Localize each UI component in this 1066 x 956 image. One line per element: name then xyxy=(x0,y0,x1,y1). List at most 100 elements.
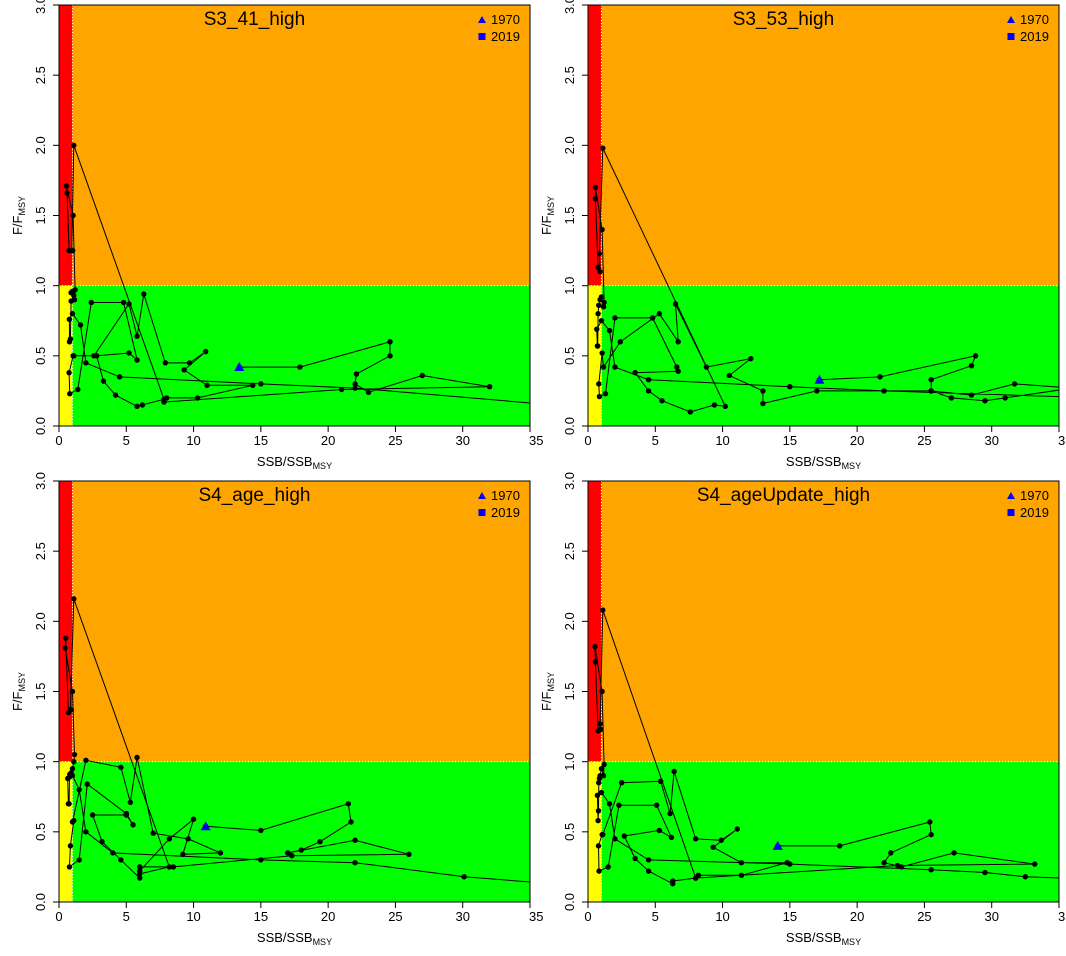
data-point xyxy=(894,862,901,869)
data-point xyxy=(612,364,618,370)
data-point xyxy=(596,775,603,782)
data-point xyxy=(972,353,979,359)
data-point xyxy=(69,311,76,317)
y-tick-label: 1.0 xyxy=(562,753,577,771)
x-tick-label: 0 xyxy=(584,909,591,924)
x-tick-label: 35 xyxy=(529,909,543,924)
data-point xyxy=(594,343,601,349)
data-point xyxy=(595,843,602,849)
chart-title: S4_age_high xyxy=(198,485,310,506)
y-tick-label: 0.0 xyxy=(33,417,48,435)
data-point xyxy=(674,364,680,370)
data-point xyxy=(599,688,605,695)
data-point xyxy=(486,384,493,390)
x-tick-label: 25 xyxy=(388,909,402,924)
data-point xyxy=(601,761,607,768)
data-point xyxy=(645,388,652,394)
x-tick-label: 35 xyxy=(1058,909,1066,924)
data-point xyxy=(66,864,73,870)
data-point xyxy=(387,339,393,345)
data-point xyxy=(298,847,304,853)
data-point xyxy=(1032,861,1038,867)
data-point xyxy=(69,773,76,779)
data-point xyxy=(71,758,77,765)
data-point xyxy=(70,353,76,359)
y-tick-label: 1.5 xyxy=(33,682,48,700)
y-axis-label: F/FMSY xyxy=(539,196,556,235)
data-point xyxy=(596,381,602,387)
data-point xyxy=(927,819,933,825)
data-point xyxy=(348,819,354,825)
x-tick-label: 15 xyxy=(254,909,268,924)
data-point xyxy=(1022,874,1029,880)
data-point xyxy=(66,316,73,323)
data-point xyxy=(137,864,143,870)
data-point xyxy=(116,374,123,380)
x-tick-label: 5 xyxy=(123,433,130,448)
data-point xyxy=(612,836,618,842)
data-point xyxy=(352,837,358,843)
trajectory xyxy=(63,142,530,410)
zone-overfished-overfishing xyxy=(59,481,73,762)
data-point xyxy=(760,388,766,394)
data-point xyxy=(461,874,467,880)
data-point xyxy=(365,389,372,396)
data-point xyxy=(186,360,193,366)
x-tick-label: 20 xyxy=(321,433,335,448)
data-point xyxy=(118,857,124,863)
y-tick-label: 0.0 xyxy=(562,893,577,911)
data-point xyxy=(258,827,264,834)
x-axis-label: SSB/SSBMSY xyxy=(786,930,861,947)
legend-square-icon xyxy=(478,509,486,516)
data-point xyxy=(596,868,602,874)
data-point xyxy=(83,360,89,366)
x-tick-label: 35 xyxy=(529,433,543,448)
data-point xyxy=(126,301,132,307)
data-point xyxy=(612,315,618,321)
y-tick-label: 3.0 xyxy=(33,0,48,14)
data-point xyxy=(748,355,754,362)
data-point xyxy=(180,851,186,857)
data-point xyxy=(77,322,84,328)
x-tick-label: 0 xyxy=(584,433,591,448)
zone-sustainable xyxy=(601,761,1059,902)
data-point xyxy=(592,659,599,665)
x-tick-label: 25 xyxy=(388,433,402,448)
data-point xyxy=(338,386,345,393)
data-point xyxy=(600,364,607,370)
chart-title: S3_41_high xyxy=(204,9,305,30)
data-point xyxy=(71,817,77,824)
data-point xyxy=(71,751,78,758)
data-point xyxy=(597,268,603,275)
chart-panel-2: S3_53_high 1970 2019 0 5 10 15 20 25 30 35 0.0 0.5 1.… xyxy=(539,0,1066,471)
data-point xyxy=(65,801,72,807)
data-point xyxy=(170,864,177,870)
data-point xyxy=(84,781,90,787)
x-tick-label: 35 xyxy=(1058,433,1066,448)
x-tick-label: 30 xyxy=(455,433,469,448)
y-tick-label: 0.5 xyxy=(562,823,577,841)
zone-overfished-overfishing xyxy=(59,5,73,286)
data-point xyxy=(75,386,81,393)
data-point xyxy=(616,802,622,808)
data-point xyxy=(181,367,187,373)
data-point xyxy=(89,812,96,818)
data-point xyxy=(653,802,660,808)
data-point xyxy=(645,868,652,874)
trajectory xyxy=(592,607,1059,887)
data-point xyxy=(387,353,393,359)
y-axis-label: F/FMSY xyxy=(10,196,27,235)
legend-label: 1970 xyxy=(491,488,520,503)
data-point xyxy=(645,857,652,863)
x-axis-label: SSB/SSBMSY xyxy=(786,454,861,471)
data-point xyxy=(600,145,606,151)
legend-triangle-icon xyxy=(1007,492,1015,499)
data-point xyxy=(598,765,605,772)
data-point xyxy=(134,357,140,363)
data-point xyxy=(928,376,934,383)
data-point xyxy=(675,368,681,374)
data-point xyxy=(130,822,136,828)
data-point xyxy=(289,852,295,859)
zone-overfished-overfishing xyxy=(588,481,602,762)
